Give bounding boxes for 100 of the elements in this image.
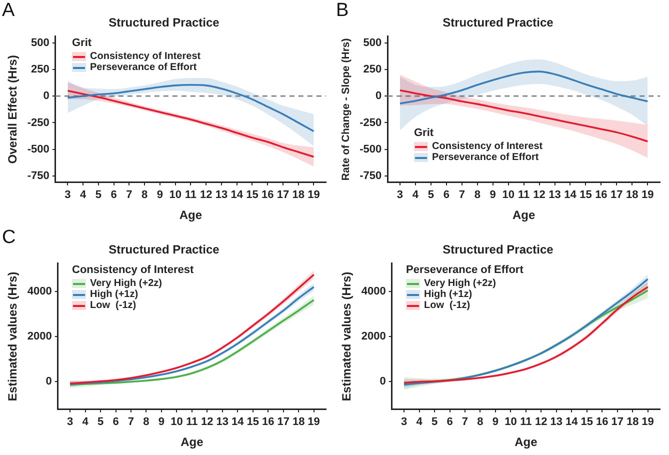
y-tick-label: 4000 xyxy=(361,286,386,298)
x-tick-label: 11 xyxy=(186,416,198,428)
y-axis-title: Rate of Change - Slope (Hrs) xyxy=(340,38,352,181)
x-tick-label: 9 xyxy=(490,189,496,202)
y-tick-label: 500 xyxy=(31,36,50,49)
x-tick-label: 10 xyxy=(170,416,183,428)
x-tick-label: 5 xyxy=(97,416,104,428)
legend-label: High (+1z) xyxy=(424,289,472,300)
x-tick-label: 14 xyxy=(230,189,244,202)
y-axis-title: Estimated values (Hrs) xyxy=(6,272,20,402)
x-tick-label: 15 xyxy=(580,189,592,202)
x-tick-label: 17 xyxy=(276,189,290,202)
x-tick-label: 4 xyxy=(412,189,420,202)
legend-label: Consistency of Interest xyxy=(90,51,201,62)
x-tick-label: 7 xyxy=(462,416,468,428)
y-tick-label: -500 xyxy=(360,143,382,156)
legend-label: Consistency of Interest xyxy=(432,141,543,152)
legend-title: Grit xyxy=(72,37,93,49)
x-tick-label: 19 xyxy=(308,189,320,202)
line-series xyxy=(66,90,315,158)
legend-label: Perseverance of Effort xyxy=(90,62,197,73)
y-axis-title: Overall Effect (Hrs) xyxy=(6,55,20,164)
y-tick-label: 2000 xyxy=(361,330,386,342)
x-tick-label: 16 xyxy=(261,189,274,202)
x-tick-label: 10 xyxy=(504,416,517,428)
legend-label: Low (-1z) xyxy=(90,300,136,311)
x-tick-label: 11 xyxy=(520,416,532,428)
text: A xyxy=(2,0,15,22)
text: B xyxy=(336,0,349,22)
y-tick-label: 250 xyxy=(363,63,382,76)
x-tick-label: 17 xyxy=(611,416,624,428)
x-tick-label: 18 xyxy=(292,416,305,428)
y-tick-label: -750 xyxy=(27,170,50,182)
x-tick-label: 18 xyxy=(626,189,638,202)
x-tick-label: 11 xyxy=(184,189,197,202)
x-tick-label: 10 xyxy=(502,189,514,202)
chart-title: Structured Practice xyxy=(442,242,554,257)
y-tick-label: 0 xyxy=(375,90,382,102)
x-tick-label: 4 xyxy=(80,189,88,202)
x-axis-title: Age xyxy=(179,208,202,222)
legend-label: Very High (+2z) xyxy=(424,278,496,289)
x-tick-label: 8 xyxy=(142,189,148,202)
x-tick-label: 9 xyxy=(158,416,165,428)
line-series xyxy=(399,70,649,104)
x-tick-label: 9 xyxy=(156,189,164,202)
x-tick-label: 8 xyxy=(477,416,484,428)
chart-title: Structured Practice xyxy=(108,242,220,257)
x-tick-label: 19 xyxy=(641,189,654,202)
x-tick-label: 13 xyxy=(215,189,228,202)
y-tick-label: 500 xyxy=(363,36,382,49)
y-tick-label: 4000 xyxy=(27,286,52,298)
y-tick-label: 2000 xyxy=(27,330,52,342)
x-tick-label: 13 xyxy=(550,416,563,428)
x-tick-label: 12 xyxy=(200,189,212,202)
x-tick-label: 7 xyxy=(128,416,134,428)
x-tick-label: 3 xyxy=(66,416,74,428)
x-tick-label: 18 xyxy=(292,189,304,202)
chart-title: Structured Practice xyxy=(108,16,220,30)
x-tick-label: 16 xyxy=(262,416,274,428)
legend-label: Perseverance of Effort xyxy=(432,152,539,163)
line-series xyxy=(66,84,315,132)
x-tick-label: 3 xyxy=(64,189,71,202)
x-tick-label: 5 xyxy=(95,189,102,202)
x-tick-label: 7 xyxy=(458,189,465,202)
y-tick-label: -750 xyxy=(360,170,382,182)
x-tick-label: 14 xyxy=(232,416,245,428)
x-tick-label: 5 xyxy=(428,189,434,202)
x-tick-label: 6 xyxy=(110,189,117,202)
x-tick-label: 14 xyxy=(566,416,579,428)
y-tick-label: -500 xyxy=(27,143,50,156)
legend-label: Very High (+2z) xyxy=(90,278,162,289)
x-tick-label: 13 xyxy=(216,416,229,428)
legend-title: Grit xyxy=(414,127,435,139)
x-tick-label: 17 xyxy=(610,189,623,202)
x-tick-label: 4 xyxy=(416,416,424,428)
x-tick-label: 19 xyxy=(642,416,654,428)
y-tick-label: 0 xyxy=(46,375,52,388)
x-tick-label: 13 xyxy=(548,189,561,202)
x-tick-label: 15 xyxy=(246,416,259,428)
x-tick-label: 15 xyxy=(580,416,593,428)
text: C xyxy=(2,227,16,249)
x-tick-label: 3 xyxy=(396,189,404,202)
x-tick-label: 8 xyxy=(474,189,480,202)
x-tick-label: 8 xyxy=(143,416,150,428)
x-tick-label: 17 xyxy=(277,416,290,428)
legend-title: Consistency of Interest xyxy=(72,264,194,276)
x-tick-label: 12 xyxy=(201,416,214,428)
y-tick-label: 0 xyxy=(380,375,386,388)
x-tick-label: 15 xyxy=(246,189,258,202)
legend-label: Low (-1z) xyxy=(424,300,470,311)
x-tick-label: 18 xyxy=(626,416,639,428)
x-tick-label: 16 xyxy=(596,416,608,428)
y-tick-label: 0 xyxy=(43,90,50,102)
x-tick-label: 14 xyxy=(564,189,578,202)
x-tick-label: 9 xyxy=(492,416,499,428)
x-tick-label: 4 xyxy=(82,416,90,428)
x-axis-title: Age xyxy=(512,208,536,222)
x-tick-label: 12 xyxy=(535,416,548,428)
legend-title: Perseverance of Effort xyxy=(406,264,524,276)
y-tick-label: -250 xyxy=(360,116,382,129)
